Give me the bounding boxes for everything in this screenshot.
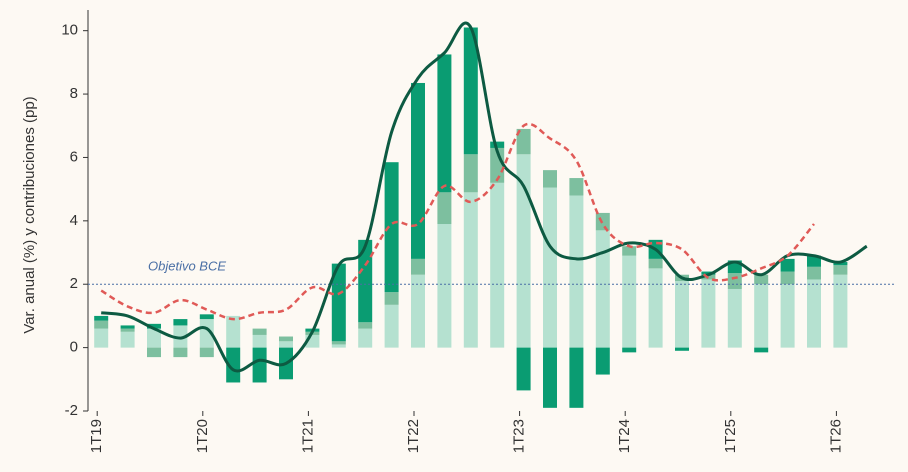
bar-segment xyxy=(754,347,769,353)
bar-segment xyxy=(807,279,821,348)
bar-segment xyxy=(147,328,161,348)
bar-segment xyxy=(252,334,267,348)
x-tick-label: 1T22 xyxy=(405,419,422,453)
x-tick-label: 1T25 xyxy=(722,419,739,453)
bar-segment xyxy=(120,328,135,332)
line xyxy=(101,21,868,373)
bar-segment xyxy=(358,239,373,323)
bar-segment xyxy=(358,322,373,329)
bar-segment xyxy=(622,246,637,256)
x-tick-label: 1T20 xyxy=(194,419,211,453)
bar-segment xyxy=(780,284,795,348)
bar-segment xyxy=(543,347,557,408)
bar-segment xyxy=(384,292,399,305)
bar-segment xyxy=(727,288,742,348)
bar-segment xyxy=(754,284,769,348)
bar-segment xyxy=(199,347,214,358)
bar-segment xyxy=(252,347,267,383)
bar-segment xyxy=(94,315,109,321)
bar-segment xyxy=(331,341,346,345)
bar-segment xyxy=(516,154,531,348)
bar-segment xyxy=(147,347,161,358)
bar-segment xyxy=(754,274,769,285)
bar-segment xyxy=(648,268,663,348)
bar-segment xyxy=(279,336,293,342)
bar-segment xyxy=(437,192,452,225)
bar-segment xyxy=(675,347,689,351)
bar-segment xyxy=(543,170,557,188)
bar-segment xyxy=(147,323,161,329)
y-axis-label: Var. anual (%) y contribuciones (pp) xyxy=(21,96,38,333)
bar-segment xyxy=(463,154,478,193)
bar-segment xyxy=(833,262,848,266)
bar-segment xyxy=(411,258,425,275)
bar-segment xyxy=(279,341,293,348)
y-tick-label: 10 xyxy=(61,22,78,39)
dashed-line xyxy=(100,122,815,321)
bar-segment xyxy=(780,271,795,285)
bar-segment xyxy=(490,182,505,348)
y-tick-label: 6 xyxy=(70,148,78,165)
bar-segment xyxy=(463,192,478,348)
y-tick-label: -2 xyxy=(65,402,78,419)
bar-segment xyxy=(569,195,584,348)
x-tick-label: 1T19 xyxy=(88,419,105,453)
bar-segment xyxy=(226,347,241,383)
bar-segment xyxy=(569,178,584,196)
y-tick-label: 2 xyxy=(70,275,78,292)
bar-segment xyxy=(516,347,531,391)
bar-segment xyxy=(569,347,584,408)
x-tick-label: 1T21 xyxy=(299,419,316,453)
bar-segment xyxy=(780,258,795,272)
bar-segment xyxy=(701,271,716,275)
bar-segment xyxy=(807,255,821,267)
bar-segment xyxy=(199,314,214,320)
bar-segment xyxy=(173,325,188,348)
bar-segment xyxy=(358,328,373,348)
bar-segment xyxy=(622,347,637,353)
x-tick-label: 1T26 xyxy=(827,419,844,453)
bar-segment xyxy=(94,328,109,348)
bar-segment xyxy=(463,27,478,155)
x-tick-label: 1T24 xyxy=(616,419,633,453)
bar-segment xyxy=(331,344,346,348)
bar-segment xyxy=(622,255,637,348)
bar-segment xyxy=(120,331,135,348)
bar-segment xyxy=(411,274,425,348)
bar-segment xyxy=(331,263,346,342)
bar-segment xyxy=(543,187,557,348)
bar-segment xyxy=(173,347,188,358)
bar-segment xyxy=(675,281,689,348)
bar-segment xyxy=(252,328,267,335)
bar-segment xyxy=(490,141,505,148)
bar-segment xyxy=(437,54,452,193)
bar-segment xyxy=(226,315,241,348)
bar-segment xyxy=(727,273,742,289)
bar-segment xyxy=(384,304,399,348)
bar-segment xyxy=(648,258,663,269)
bar-segment xyxy=(120,325,135,329)
bar-segment xyxy=(701,279,716,348)
bar-segment xyxy=(595,230,610,348)
x-tick-label: 1T23 xyxy=(511,419,528,453)
bar-segment xyxy=(94,320,109,329)
bar-segment xyxy=(411,82,425,259)
bar-segment xyxy=(833,274,848,348)
bar-segment xyxy=(384,162,399,293)
bar-segment xyxy=(807,266,821,280)
bar-segment xyxy=(516,128,531,155)
y-tick-label: 0 xyxy=(70,339,78,356)
bar-segment xyxy=(595,347,610,375)
bar-segment xyxy=(437,224,452,348)
y-tick-label: 8 xyxy=(70,85,78,102)
y-tick-label: 4 xyxy=(70,212,78,229)
bar-segment xyxy=(173,319,188,326)
bar-segment xyxy=(833,265,848,275)
reference-label: Objetivo BCE xyxy=(148,259,226,274)
